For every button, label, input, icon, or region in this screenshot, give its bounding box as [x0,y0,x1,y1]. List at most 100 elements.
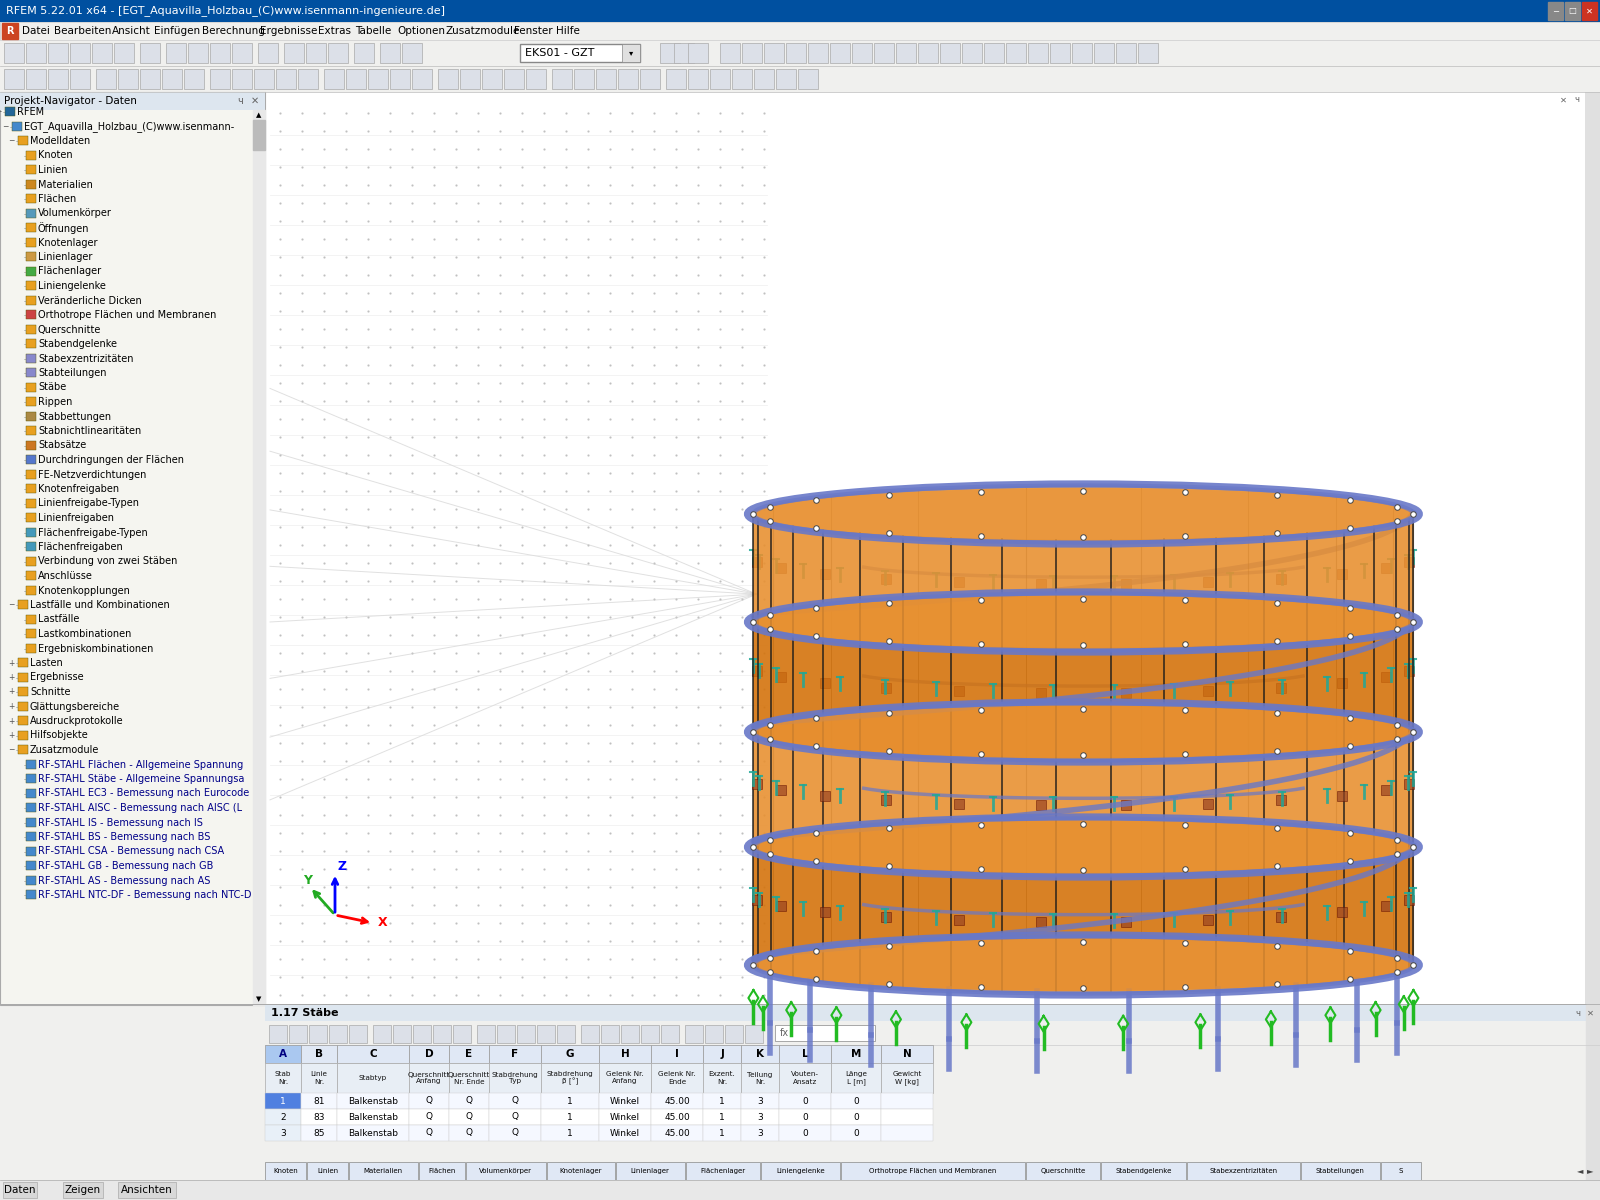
Text: Knotenlager: Knotenlager [560,1168,602,1174]
Bar [779,1093,830,1109]
Text: Stäbe: Stäbe [38,383,66,392]
Bar [253,120,266,150]
Text: Rippen: Rippen [38,397,72,407]
Bar [720,43,739,62]
Text: Flächen: Flächen [429,1168,456,1174]
Bar [706,1025,723,1043]
Bar [26,498,35,508]
Bar [752,895,763,905]
Bar [526,68,546,89]
Bar [1381,901,1390,912]
Text: 1: 1 [566,1128,573,1138]
Text: RF-STAHL Stäbe - Allgemeine Spannungsa: RF-STAHL Stäbe - Allgemeine Spannungsa [38,774,245,784]
Polygon shape [754,732,1413,872]
Text: Q: Q [426,1128,432,1138]
Text: Winkel: Winkel [610,1128,640,1138]
Text: ▼: ▼ [256,996,262,1002]
Ellipse shape [754,818,1413,876]
Bar [26,164,35,174]
Text: Winkel: Winkel [610,1097,640,1105]
Text: ─: ─ [1554,6,1558,16]
Bar [18,745,29,754]
Text: RF-STAHL EC3 - Bemessung nach Eurocode: RF-STAHL EC3 - Bemessung nach Eurocode [38,788,250,798]
Text: Lastfälle: Lastfälle [38,614,80,624]
Text: Fenster: Fenster [514,26,552,36]
Bar [26,295,35,305]
Bar [1338,907,1347,917]
Text: Linienfreigaben: Linienfreigaben [38,514,114,523]
Bar [1101,1162,1186,1180]
Bar [1405,666,1414,676]
Bar [266,1093,301,1109]
Bar [1027,43,1048,62]
Bar [808,43,829,62]
Text: RF-STAHL IS - Bemessung nach IS: RF-STAHL IS - Bemessung nach IS [38,817,203,828]
Text: Daten: Daten [5,1186,35,1195]
Bar [741,1063,779,1093]
Bar [490,1063,541,1093]
Bar [26,862,35,870]
Bar [602,1025,619,1043]
Bar [830,43,850,62]
Bar [328,43,349,62]
Text: Q: Q [512,1097,518,1105]
Ellipse shape [754,485,1413,542]
Text: Extras: Extras [318,26,350,36]
Bar [477,1025,494,1043]
Bar [1405,557,1414,568]
Text: Optionen: Optionen [397,26,445,36]
Text: Hilfsobjekte: Hilfsobjekte [30,731,88,740]
Text: RF-STAHL AS - Bemessung nach AS: RF-STAHL AS - Bemessung nach AS [38,876,210,886]
Bar [688,43,707,62]
Text: Tabelle: Tabelle [355,26,392,36]
Text: R: R [6,26,14,36]
Text: Linien: Linien [38,164,67,175]
Text: Gelenk Nr.
Ende: Gelenk Nr. Ende [658,1072,696,1085]
Bar [410,1093,450,1109]
Text: Orthotrope Flächen und Membranen: Orthotrope Flächen und Membranen [38,310,216,320]
Bar [349,1162,418,1180]
Bar [776,785,786,794]
Bar [880,912,891,922]
Bar [752,557,763,568]
Bar [0,1180,1600,1200]
Text: □: □ [1568,6,1576,16]
Bar [26,571,35,580]
Bar [5,107,14,116]
Bar [1338,678,1347,688]
Bar [741,1045,779,1063]
Bar [742,43,762,62]
Text: Berechnung: Berechnung [202,26,266,36]
Bar [1338,569,1347,580]
Text: 1: 1 [566,1097,573,1105]
Bar [26,209,35,217]
Bar [651,1045,702,1063]
Bar [1277,683,1286,692]
Bar [18,658,29,667]
Text: Q: Q [512,1112,518,1122]
Bar [1037,688,1046,697]
Bar [413,68,432,89]
Bar [26,484,35,493]
Bar [301,1063,338,1093]
Bar [141,68,160,89]
Bar [18,136,29,145]
Bar [450,1093,490,1109]
Text: Veränderliche Dicken: Veränderliche Dicken [38,295,142,306]
Bar [830,1045,882,1063]
Bar [1006,43,1026,62]
Text: Ansicht: Ansicht [112,26,150,36]
Bar [166,43,186,62]
Bar [26,440,35,450]
Bar [26,310,35,319]
Bar [1037,578,1046,589]
Text: RF-STAHL NTC-DF - Bemessung nach NTC-D: RF-STAHL NTC-DF - Bemessung nach NTC-D [38,890,251,900]
Bar [541,1109,598,1126]
Text: Q: Q [466,1097,472,1105]
Bar [70,68,90,89]
Text: ч: ч [1574,96,1579,104]
Bar [0,92,266,1006]
Bar [595,68,616,89]
Text: Knotenfreigaben: Knotenfreigaben [38,484,118,494]
Text: Orthotrope Flächen und Membranen: Orthotrope Flächen und Membranen [869,1168,997,1174]
